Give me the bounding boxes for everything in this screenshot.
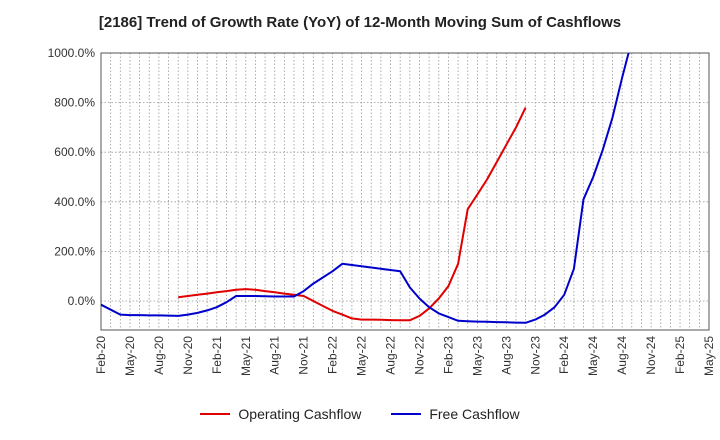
x-tick-label: Feb-25 (673, 336, 687, 374)
series-layer (101, 53, 630, 324)
x-tick-label: Aug-21 (268, 336, 282, 375)
x-tick-label: Nov-22 (412, 336, 426, 375)
legend-swatch-free-cashflow (391, 413, 422, 415)
y-tick-label: 1000.0% (48, 46, 96, 60)
plot-frame (100, 52, 710, 331)
x-tick-label: Aug-20 (152, 336, 166, 375)
x-tick-label: May-21 (239, 336, 253, 376)
x-tick-label: Feb-22 (326, 336, 340, 374)
legend-label-free-cashflow: Free Cashflow (429, 406, 520, 422)
legend-label-operating-cashflow: Operating Cashflow (238, 406, 362, 422)
x-tick-label: Feb-24 (557, 336, 571, 374)
series-line-operating-cashflow (178, 107, 527, 322)
x-tick-label: May-22 (355, 336, 369, 376)
series-line-free-cashflow (101, 53, 630, 324)
legend: Operating Cashflow Free Cashflow (0, 406, 720, 422)
x-tick-label: Feb-20 (94, 336, 108, 374)
x-tick-label: Feb-21 (210, 336, 224, 374)
x-tick-label: Aug-22 (384, 336, 398, 375)
y-tick-label: 600.0% (54, 145, 95, 159)
x-tick-label: May-25 (702, 336, 716, 376)
x-axis: Feb-20 May-20 Aug-20 Nov-20 Feb-21 May-21 Aug-… (94, 336, 716, 376)
x-tick-label: May-20 (123, 336, 137, 376)
x-tick-label: Nov-21 (297, 336, 311, 375)
plot-border (100, 52, 710, 331)
x-tick-label: Nov-24 (644, 336, 658, 375)
x-tick-label: Nov-23 (528, 336, 542, 375)
x-tick-label: May-23 (470, 336, 484, 376)
x-tick-label: Feb-23 (441, 336, 455, 374)
x-tick-label: Aug-23 (499, 336, 513, 375)
y-tick-label: 200.0% (54, 244, 95, 258)
y-tick-label: 400.0% (54, 195, 95, 209)
chart-title: [2186] Trend of Growth Rate (YoY) of 12-… (98, 14, 622, 31)
x-tick-label: May-24 (586, 336, 600, 376)
x-tick-label: Nov-20 (181, 336, 195, 375)
y-tick-label: 800.0% (54, 96, 95, 110)
legend-item-free-cashflow[interactable]: Free Cashflow (391, 406, 520, 422)
y-axis: 0.0% 200.0% 400.0% 600.0% 800.0% 1000.0% (48, 46, 96, 308)
x-tick-label: Aug-24 (615, 336, 629, 375)
legend-swatch-operating-cashflow (200, 413, 231, 415)
legend-item-operating-cashflow[interactable]: Operating Cashflow (200, 406, 361, 422)
y-tick-label: 0.0% (68, 294, 96, 308)
